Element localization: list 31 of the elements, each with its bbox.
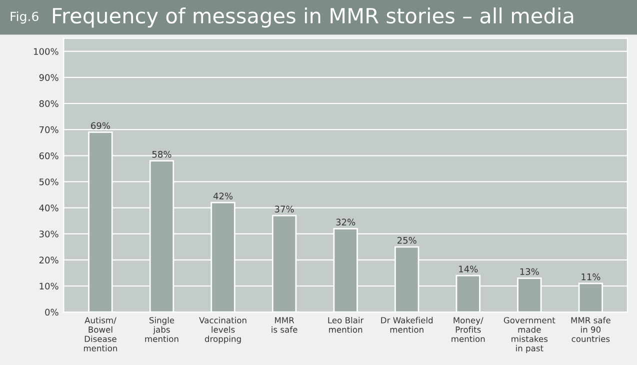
y-tick-label: 70% xyxy=(40,126,58,134)
data-label: 58% xyxy=(152,150,172,158)
y-tick-label: 20% xyxy=(39,256,58,264)
data-label: 13% xyxy=(520,268,539,276)
data-label: 25% xyxy=(397,236,416,244)
data-label: 37% xyxy=(274,206,294,212)
y-tick-label: 60% xyxy=(39,152,58,160)
y-tick-label: 10% xyxy=(40,282,58,290)
y-tick-label: 90% xyxy=(39,74,58,81)
x-tick-label: Single jabs mention xyxy=(145,316,178,342)
x-tick-label: Autism/ Bowel Disease mention xyxy=(84,316,118,352)
data-label: 11% xyxy=(582,273,600,280)
y-tick-label: 40% xyxy=(39,204,58,212)
data-label: 69% xyxy=(91,122,110,130)
caption: Fig.6 xyxy=(10,11,38,24)
x-tick-label: Government made mistakes in past xyxy=(504,317,556,353)
x-tick-label: MMR is safe xyxy=(272,317,298,333)
x-tick-label: Money/ Profits mention xyxy=(452,317,485,342)
y-tick-label: 50% xyxy=(39,178,58,186)
x-tick-label: MMR safe in 90 countries xyxy=(571,316,610,342)
y-tick-label: 100% xyxy=(34,48,58,55)
y-tick-label: 80% xyxy=(39,100,58,108)
data-label: 42% xyxy=(213,192,233,200)
x-tick-label: Leo Blair mention xyxy=(328,316,364,333)
data-label: 32% xyxy=(336,218,356,226)
data-label: 14% xyxy=(459,266,478,272)
y-tick-label: 30% xyxy=(39,230,58,238)
y-tick-label: 0% xyxy=(45,308,58,316)
chart-title: Frequency of messages in MMR stories – all media xyxy=(53,7,574,28)
x-tick-label: Dr Wakefield mention xyxy=(381,316,433,333)
x-tick-label: Vaccination levels dropping xyxy=(199,316,246,344)
